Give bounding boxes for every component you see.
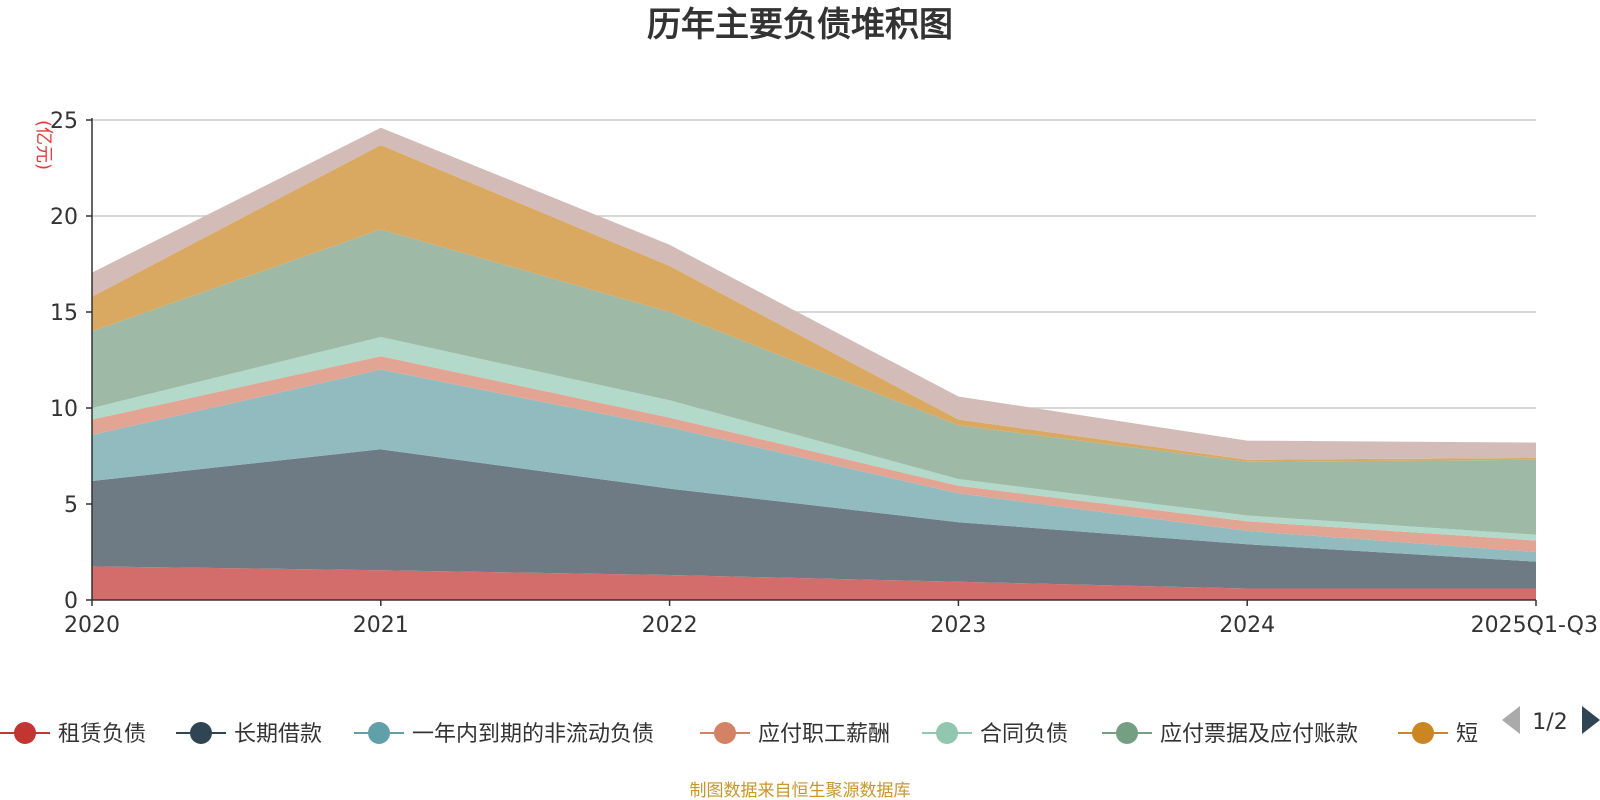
area-应付职工薪酬 <box>92 356 1536 552</box>
legend-label: 应付职工薪酬 <box>758 722 890 747</box>
legend-item[interactable]: 应付职工薪酬 <box>700 722 890 747</box>
legend-label: 一年内到期的非流动负债 <box>412 722 654 747</box>
chart-title: 历年主要负债堆积图 <box>647 5 953 45</box>
y-tick-label: 20 <box>50 205 78 230</box>
y-tick-label: 15 <box>50 301 78 326</box>
y-tick-label: 5 <box>64 493 78 518</box>
x-tick-label: 2020 <box>64 613 120 638</box>
legend-item[interactable]: 应付票据及应付账款 <box>1102 722 1358 747</box>
y-tick-label: 25 <box>50 109 78 134</box>
y-tick-label: 0 <box>64 589 78 614</box>
legend-marker <box>936 722 958 744</box>
legend-marker <box>1116 722 1138 744</box>
y-ticks: 0 5 10 15 20 25 <box>50 109 92 614</box>
x-ticks: 2020 2021 2022 2023 2024 2025Q1-Q3 <box>64 600 1598 638</box>
axes <box>91 118 1536 601</box>
area-一年内到期的非流动负债 <box>92 369 1536 562</box>
legend-page-number: 1/2 <box>1532 710 1567 735</box>
legend-item[interactable]: 一年内到期的非流动负债 <box>354 722 654 747</box>
legend-item[interactable]: 长期借款 <box>176 722 322 747</box>
x-tick-label: 2024 <box>1219 613 1275 638</box>
y-axis-label: (亿元) <box>33 120 54 170</box>
area-租赁负债 <box>92 566 1536 600</box>
data-source-note: 制图数据来自恒生聚源数据库 <box>690 781 911 800</box>
legend-marker <box>368 722 390 744</box>
legend-item[interactable]: 短 <box>1398 722 1478 747</box>
legend-marker <box>1412 722 1434 744</box>
y-tick-label: 10 <box>50 397 78 422</box>
x-tick-label: 2022 <box>642 613 698 638</box>
series-areas <box>92 127 1536 600</box>
legend-item[interactable]: 合同负债 <box>922 722 1068 747</box>
legend-next-icon[interactable] <box>1582 706 1600 734</box>
legend-pager: 1/2 <box>1502 706 1600 735</box>
legend-item[interactable]: 租赁负债 <box>0 722 146 747</box>
legend-label: 应付票据及应付账款 <box>1160 722 1358 747</box>
area-短期借款 <box>92 145 1536 462</box>
area-长期借款 <box>92 449 1536 589</box>
legend-label: 租赁负债 <box>58 722 146 747</box>
area-应付票据及应付账款 <box>92 229 1536 535</box>
legend-marker <box>14 722 36 744</box>
legend[interactable]: 租赁负债 长期借款 一年内到期的非流动负债 应付职工薪酬 合同负债 应付票据及应付账款 短 <box>0 722 1478 747</box>
legend-label: 合同负债 <box>980 722 1068 747</box>
legend-prev-icon[interactable] <box>1502 706 1520 734</box>
legend-marker <box>190 722 212 744</box>
x-tick-label: 2023 <box>930 613 986 638</box>
legend-label: 短 <box>1456 722 1478 747</box>
legend-marker <box>714 722 736 744</box>
legend-label: 长期借款 <box>234 722 322 747</box>
x-tick-label: 2021 <box>353 613 409 638</box>
x-tick-label: 2025Q1-Q3 <box>1471 613 1598 638</box>
